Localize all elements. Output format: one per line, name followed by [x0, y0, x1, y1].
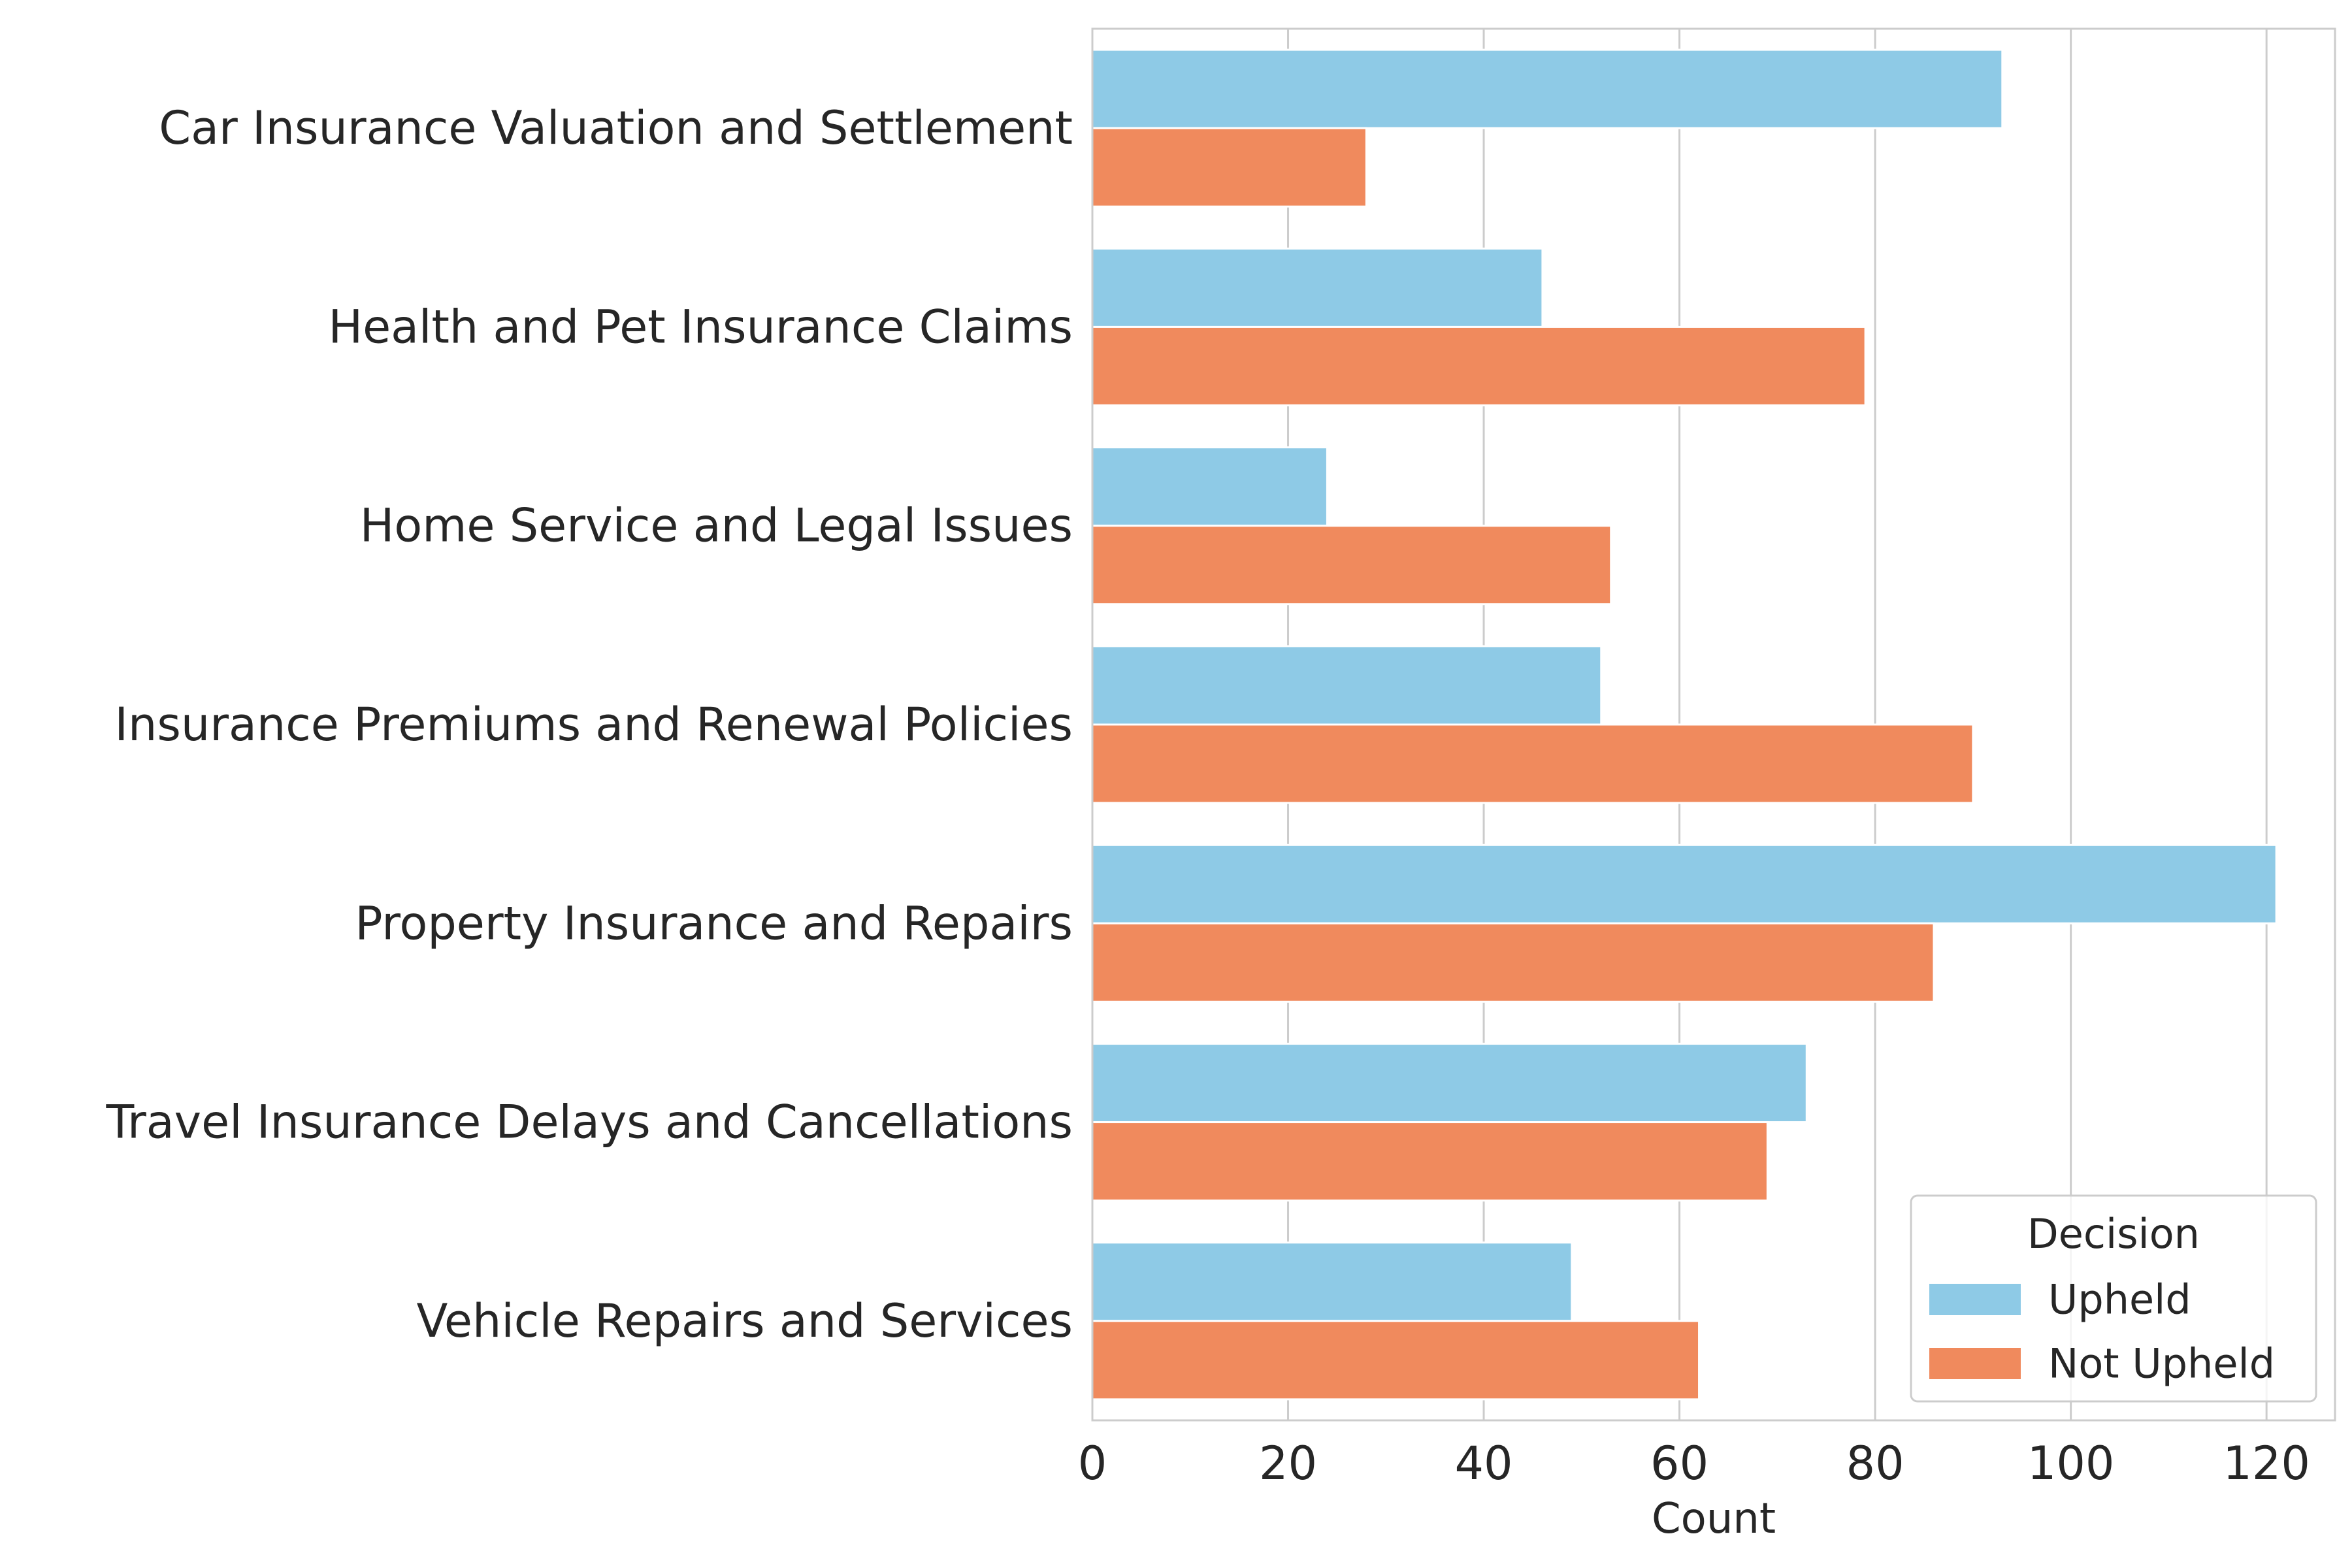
plot-frame [1091, 27, 2336, 1422]
bar-not-upheld [1091, 1121, 1769, 1202]
y-tick-label: Vehicle Repairs and Services [416, 1294, 1073, 1348]
x-tick-label: 100 [2027, 1437, 2115, 1490]
legend-items: Upheld Not Upheld [1929, 1276, 2275, 1388]
y-tick-label: Insurance Premiums and Renewal Policies [114, 698, 1073, 751]
bars [1091, 48, 2278, 1401]
y-tick-labels: Car Insurance Valuation and Settlement He… [106, 101, 1073, 1348]
bar-upheld [1091, 247, 1544, 328]
bar-not-upheld [1091, 723, 1974, 804]
bar-upheld [1091, 645, 1603, 726]
x-tick-label: 80 [1846, 1437, 1904, 1490]
bar-not-upheld [1091, 922, 1935, 1003]
bar-not-upheld [1091, 127, 1367, 208]
x-tick-label: 40 [1455, 1437, 1513, 1490]
legend-title: Decision [2027, 1210, 2200, 1258]
y-tick-label: Home Service and Legal Issues [360, 499, 1073, 553]
y-tick-label: Property Insurance and Repairs [355, 896, 1073, 950]
x-tick-label: 0 [1078, 1437, 1107, 1490]
x-tick-label: 120 [2223, 1437, 2310, 1490]
legend-label-upheld: Upheld [2048, 1276, 2191, 1324]
x-tick-label: 20 [1259, 1437, 1317, 1490]
bar-upheld [1091, 843, 2278, 924]
x-axis-title: Count [1652, 1495, 1776, 1543]
bar-not-upheld [1091, 325, 1867, 406]
legend: Decision Upheld Not Upheld [1910, 1194, 2317, 1403]
x-tick-labels: 0 20 40 60 80 100 120 [1078, 1437, 2310, 1490]
y-tick-label: Travel Insurance Delays and Cancellation… [106, 1096, 1073, 1149]
bar-upheld [1091, 446, 1328, 527]
legend-label-not-upheld: Not Upheld [2048, 1340, 2275, 1388]
legend-swatch-not-upheld [1929, 1348, 2021, 1379]
y-tick-label: Car Insurance Valuation and Settlement [159, 101, 1073, 155]
legend-swatch-upheld [1929, 1284, 2021, 1315]
y-tick-label: Health and Pet Insurance Claims [328, 300, 1073, 353]
bar-upheld [1091, 1241, 1573, 1322]
bar-upheld [1091, 1043, 1808, 1124]
x-tick-label: 60 [1650, 1437, 1708, 1490]
bar-not-upheld [1091, 525, 1612, 606]
bar-not-upheld [1091, 1320, 1701, 1401]
bar-upheld [1091, 48, 2004, 129]
